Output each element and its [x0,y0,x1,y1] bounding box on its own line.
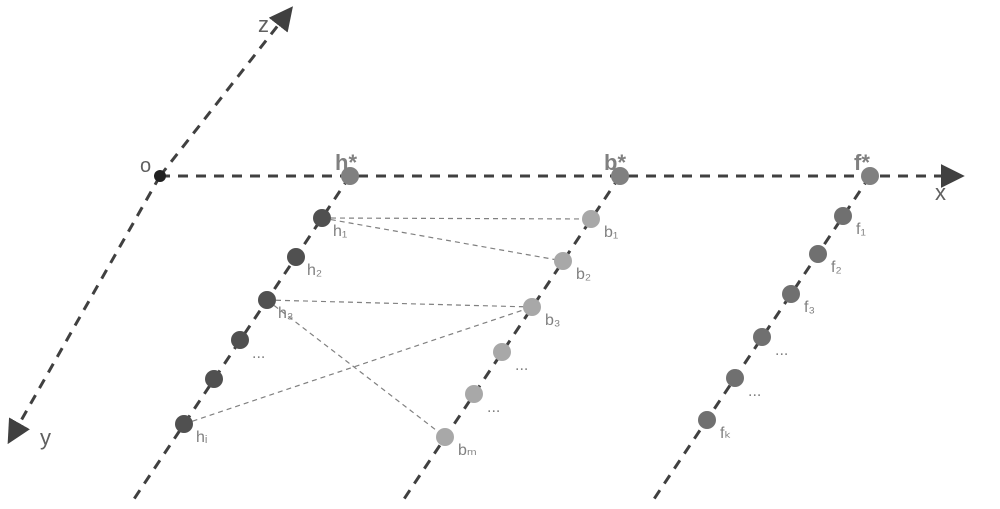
point-label: ... [748,383,761,400]
point-label: fₖ [720,425,731,442]
point-label: ... [487,399,500,416]
axis-point-h [341,167,359,185]
data-point [834,207,852,225]
point-label: ... [252,345,265,362]
point-label: ... [515,357,528,374]
data-point [582,210,600,228]
data-point [258,291,276,309]
point-label: ... [775,342,788,359]
origin-dot [154,170,166,182]
axis-point-b [611,167,629,185]
point-label: b₁ [604,224,618,241]
point-label: h₁ [333,223,347,240]
coordinate-diagram: zxyoh*h₁h₂h₃...hᵢb*b₁b₂b₃......bₘf*f₁f₂f… [0,0,1000,509]
y-axis [10,176,160,440]
point-label: b₃ [545,312,560,329]
y-axis-label: y [40,425,51,450]
point-label: f₃ [804,299,815,316]
data-point [523,298,541,316]
point-label: hᵢ [196,429,207,446]
point-label: h₂ [307,262,322,279]
data-point [782,285,800,303]
data-point [753,328,771,346]
data-point [436,428,454,446]
connection-line [267,300,532,307]
data-point [465,385,483,403]
point-label: h₃ [278,305,293,322]
axis-point-f [861,167,879,185]
data-point [809,245,827,263]
z-axis [160,10,290,176]
point-label: b₂ [576,266,591,283]
origin-label: o [140,155,151,177]
connection-line [267,300,445,437]
point-label: f₁ [856,221,866,238]
x-axis-label: x [935,180,946,205]
connection-line [322,218,591,219]
data-point [231,331,249,349]
connection-line [184,307,532,424]
data-point [287,248,305,266]
data-point [313,209,331,227]
point-label: bₘ [458,442,477,459]
z-axis-label: z [258,12,269,37]
point-label: f₂ [831,259,842,276]
data-point [493,343,511,361]
data-point [726,369,744,387]
data-point [205,370,223,388]
data-point [175,415,193,433]
data-point [698,411,716,429]
connection-line [322,218,563,261]
data-point [554,252,572,270]
